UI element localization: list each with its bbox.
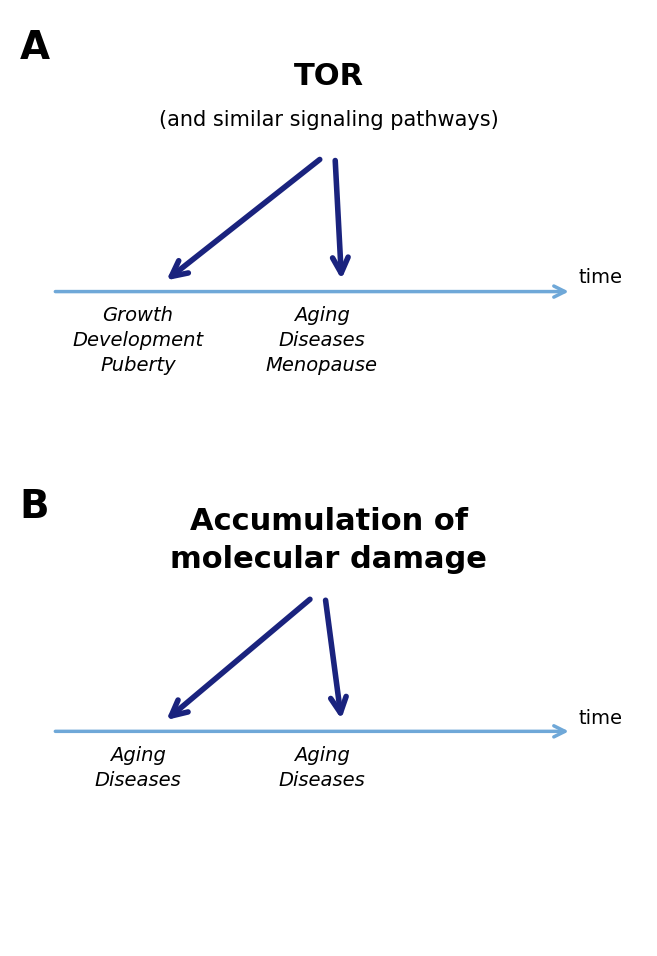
- Text: A: A: [20, 29, 50, 67]
- Text: Aging
Diseases: Aging Diseases: [279, 746, 365, 790]
- Text: Accumulation of
molecular damage: Accumulation of molecular damage: [170, 507, 487, 574]
- Text: (and similar signaling pathways): (and similar signaling pathways): [158, 110, 499, 129]
- Text: Aging
Diseases: Aging Diseases: [95, 746, 181, 790]
- Text: time: time: [578, 709, 622, 728]
- Text: time: time: [578, 268, 622, 287]
- Text: Aging
Diseases
Menopause: Aging Diseases Menopause: [266, 306, 378, 375]
- Text: TOR: TOR: [294, 62, 363, 91]
- Text: Growth
Development
Puberty: Growth Development Puberty: [72, 306, 204, 375]
- Text: B: B: [20, 488, 49, 526]
